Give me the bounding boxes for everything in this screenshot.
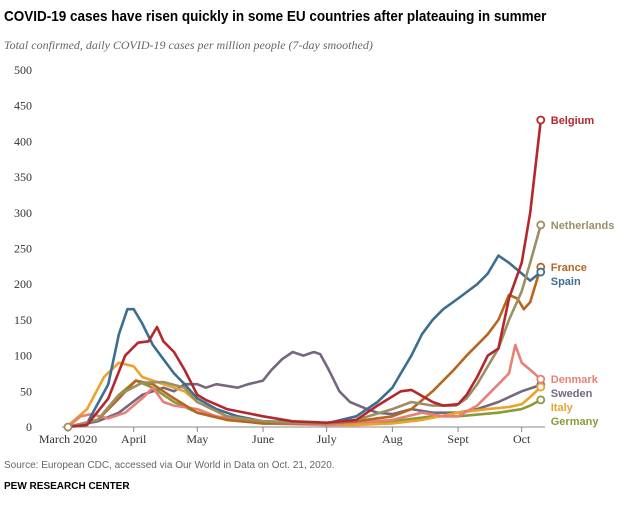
series-label-spain: Spain [551, 276, 581, 288]
series-line-sweden [66, 350, 543, 429]
y-tick-label: 250 [14, 242, 32, 256]
start-marker [63, 422, 73, 432]
series-label-germany: Germany [551, 416, 600, 428]
x-tick-label: April [121, 432, 147, 446]
y-tick-label: 450 [14, 99, 32, 113]
x-tick-label: Sept [447, 432, 469, 446]
y-tick-label: 200 [14, 277, 32, 291]
y-tick-label: 150 [14, 313, 32, 327]
series-line-denmark [66, 343, 543, 429]
y-tick-label: 100 [14, 349, 32, 363]
y-tick-label: 350 [14, 170, 32, 184]
x-tick-label: May [186, 432, 208, 446]
x-tick-label: Aug [382, 432, 403, 446]
x-tick-label: June [252, 432, 274, 446]
series-label-france: France [551, 262, 587, 274]
series-label-netherlands: Netherlands [551, 220, 615, 232]
series-label-belgium: Belgium [551, 115, 595, 127]
x-tick-label: March 2020 [39, 432, 97, 446]
end-marker-belgium [536, 115, 546, 125]
y-tick-label: 50 [20, 384, 32, 398]
source-note: Source: European CDC, accessed via Our W… [4, 460, 335, 471]
end-marker-italy [536, 382, 546, 392]
x-tick-label: July [317, 432, 337, 446]
series-label-sweden: Sweden [551, 388, 593, 400]
chart-subtitle: Total confirmed, daily COVID-19 cases pe… [4, 38, 373, 52]
end-marker-spain [536, 267, 546, 277]
series-label-italy: Italy [551, 402, 574, 414]
organization-credit: PEW RESEARCH CENTER [4, 481, 130, 492]
y-tick-label: 400 [14, 134, 32, 148]
chart-title: COVID-19 cases have risen quickly in som… [4, 8, 547, 25]
y-tick-label: 500 [14, 63, 32, 77]
series-line-belgium [66, 118, 543, 429]
end-marker-germany [536, 395, 546, 405]
y-tick-label: 0 [26, 420, 32, 434]
end-marker-denmark [536, 374, 546, 384]
end-marker-netherlands [536, 220, 546, 230]
y-tick-label: 300 [14, 206, 32, 220]
x-tick-label: Oct [513, 432, 531, 446]
series-label-denmark: Denmark [551, 374, 599, 386]
